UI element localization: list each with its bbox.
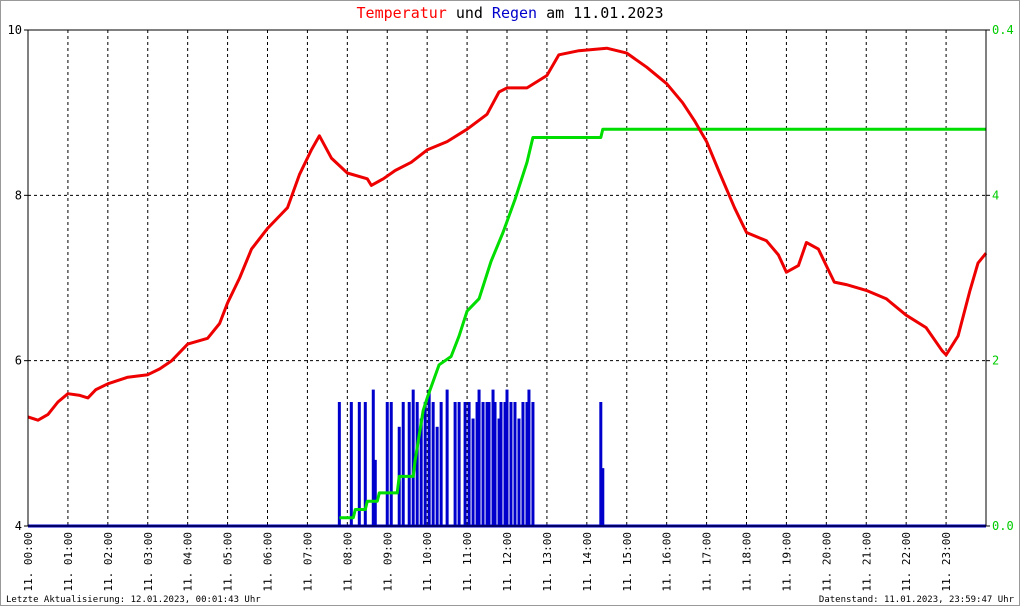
rain-bar	[385, 402, 389, 526]
x-tick-label: 11. 03:00	[142, 532, 155, 592]
y2-tick-label: 0.4	[992, 23, 1014, 37]
rain-bar	[357, 402, 361, 526]
rain-bar	[431, 402, 435, 526]
rain-bar	[373, 459, 377, 526]
x-tick-label: 11. 19:00	[780, 532, 793, 592]
x-tick-label: 11. 05:00	[222, 532, 235, 592]
x-tick-label: 11. 23:00	[940, 532, 953, 592]
x-tick-label: 11. 22:00	[900, 532, 913, 592]
rain-bar	[349, 402, 353, 526]
rain-bar	[445, 389, 449, 526]
x-tick-label: 11. 06:00	[262, 532, 275, 592]
rain-bar	[531, 402, 535, 526]
rain-bar	[527, 389, 531, 526]
rain-bar	[435, 426, 439, 526]
rain-bar	[503, 402, 507, 526]
y2-tick-label: 0.0	[992, 519, 1014, 533]
title-part: Regen	[492, 4, 537, 22]
x-tick-label: 11. 20:00	[820, 532, 833, 592]
rain-bar	[371, 389, 375, 526]
rain-bar	[499, 402, 503, 526]
rain-bar	[481, 402, 485, 526]
x-tick-label: 11. 16:00	[661, 532, 674, 592]
y-tick-label: 8	[15, 188, 22, 202]
rain-bar	[463, 402, 467, 526]
x-tick-label: 11. 13:00	[541, 532, 554, 592]
rain-bar	[493, 402, 497, 526]
footer-left: Letzte Aktualisierung: 12.01.2023, 00:01…	[6, 595, 261, 605]
rain-bar	[517, 418, 521, 526]
rain-bar	[521, 402, 525, 526]
rain-bar	[439, 402, 443, 526]
rain-bar	[411, 389, 415, 526]
x-tick-label: 11. 01:00	[62, 532, 75, 592]
x-tick-label: 11. 11:00	[461, 532, 474, 592]
plot-frame	[27, 29, 987, 527]
x-tick-label: 11. 09:00	[381, 532, 394, 592]
x-tick-label: 11. 14:00	[581, 532, 594, 592]
rain-bar	[485, 402, 489, 526]
rain-bar	[505, 389, 509, 526]
rain-bar	[423, 402, 427, 526]
x-tick-label: 11. 17:00	[701, 532, 714, 592]
rain-bar	[487, 402, 491, 526]
rain-bar	[389, 402, 393, 526]
series-line	[27, 46, 988, 422]
x-tick-label: 11. 02:00	[102, 532, 115, 592]
rain-bar	[491, 389, 495, 526]
rain-bar	[513, 402, 517, 526]
title-part: und	[456, 4, 483, 22]
rain-bar	[477, 389, 481, 526]
chart-title: Temperatur und Regen am 11.01.2023	[357, 4, 664, 22]
x-tick-label: 11. 18:00	[741, 532, 754, 592]
x-tick-label: 11. 10:00	[421, 532, 434, 592]
y-tick-label: 10	[8, 23, 22, 37]
rain-bar	[407, 402, 411, 526]
x-tick-label: 11. 00:00	[22, 532, 35, 592]
y-tick-label: 4	[15, 519, 22, 533]
x-tick-label: 11. 04:00	[182, 532, 195, 592]
rain-bar	[599, 402, 603, 526]
rain-bar	[497, 418, 501, 526]
title-part: Temperatur	[357, 4, 447, 22]
y2-tick-label: 4	[992, 188, 999, 202]
rain-bar	[457, 402, 461, 526]
x-tick-label: 11. 15:00	[621, 532, 634, 592]
rain-bar	[363, 402, 367, 526]
rain-bar	[453, 402, 457, 526]
x-tick-label: 11. 08:00	[341, 532, 354, 592]
rain-bar	[467, 402, 471, 526]
rain-bar	[427, 389, 431, 526]
rain-bar	[471, 418, 475, 526]
rain-bar	[415, 402, 419, 526]
footer-right: Datenstand: 11.01.2023, 23:59:47 Uhr	[819, 595, 1015, 605]
x-tick-label: 11. 21:00	[860, 532, 873, 592]
rain-bar	[509, 402, 513, 526]
rain-bar	[475, 402, 479, 526]
title-part: am 11.01.2023	[546, 4, 663, 22]
y2-tick-label: 2	[992, 354, 999, 368]
rain-bar	[601, 468, 605, 526]
rain-bar	[525, 402, 529, 526]
rain-bar	[401, 402, 405, 526]
x-tick-label: 11. 12:00	[501, 532, 514, 592]
series-line	[339, 127, 986, 520]
x-tick-label: 11. 07:00	[301, 532, 314, 592]
rain-bar	[337, 402, 341, 526]
y-tick-label: 6	[15, 354, 22, 368]
rain-bar	[419, 418, 423, 526]
